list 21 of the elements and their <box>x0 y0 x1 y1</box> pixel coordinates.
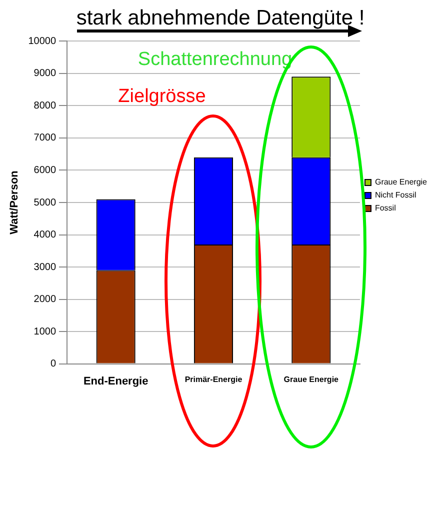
y-tick-label: 9000 <box>34 68 56 80</box>
y-tick-label: 10000 <box>28 36 56 47</box>
legend-label: Fossil <box>374 204 396 213</box>
x-tick-label: Graue Energie <box>284 374 340 384</box>
y-tick-label: 6000 <box>34 164 56 176</box>
y-tick-label: 3000 <box>34 262 56 273</box>
annotation: Zielgrösse <box>118 86 206 108</box>
x-tick-label: Primär-Energie <box>184 374 243 384</box>
legend-label: Nicht Fossil <box>374 190 417 200</box>
y-tick-label: 1000 <box>34 326 56 338</box>
y-tick-label: 7000 <box>34 132 56 144</box>
legend-label: Graue Energie <box>374 178 428 187</box>
y-tick-label: 5000 <box>34 197 56 208</box>
annotation: Schattenrechnung <box>138 49 292 70</box>
y-tick-label: 0 <box>50 358 56 370</box>
x-tick-label: End-Energie <box>83 375 148 388</box>
y-axis-title: Watt/Person <box>8 170 21 234</box>
chart-title: stark abnehmende Datengüte ! <box>76 6 365 30</box>
y-tick-label: 4000 <box>34 230 56 241</box>
y-tick-label: 8000 <box>34 100 56 112</box>
y-tick-label: 2000 <box>34 294 56 306</box>
